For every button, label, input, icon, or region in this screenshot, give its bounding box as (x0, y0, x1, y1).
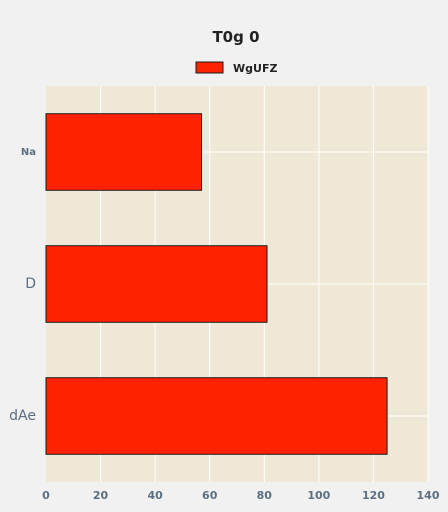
y-tick-label: dAe (9, 408, 36, 424)
x-tick-label: 80 (257, 489, 273, 502)
chart-title: T0g 0 (212, 28, 259, 46)
bar-na (45, 113, 203, 191)
y-tick-label: D (25, 276, 36, 292)
legend-swatch (195, 61, 224, 74)
legend-label: WgUFZ (233, 62, 277, 75)
y-tick-label: Na (21, 147, 36, 158)
legend: WgUFZ (195, 61, 277, 75)
x-tick-label: 120 (362, 489, 385, 502)
x-tick-label: 0 (42, 489, 50, 502)
bar-d (45, 245, 268, 323)
x-tick-label: 140 (417, 489, 440, 502)
x-tick-label: 20 (93, 489, 109, 502)
x-tick-label: 100 (307, 489, 330, 502)
x-tick-label: 60 (202, 489, 218, 502)
x-tick-labels: 0 20 40 60 80 100 120 140 (42, 489, 440, 502)
bars (45, 113, 388, 455)
x-tick-label: 40 (147, 489, 163, 502)
bar-dae (45, 377, 388, 455)
